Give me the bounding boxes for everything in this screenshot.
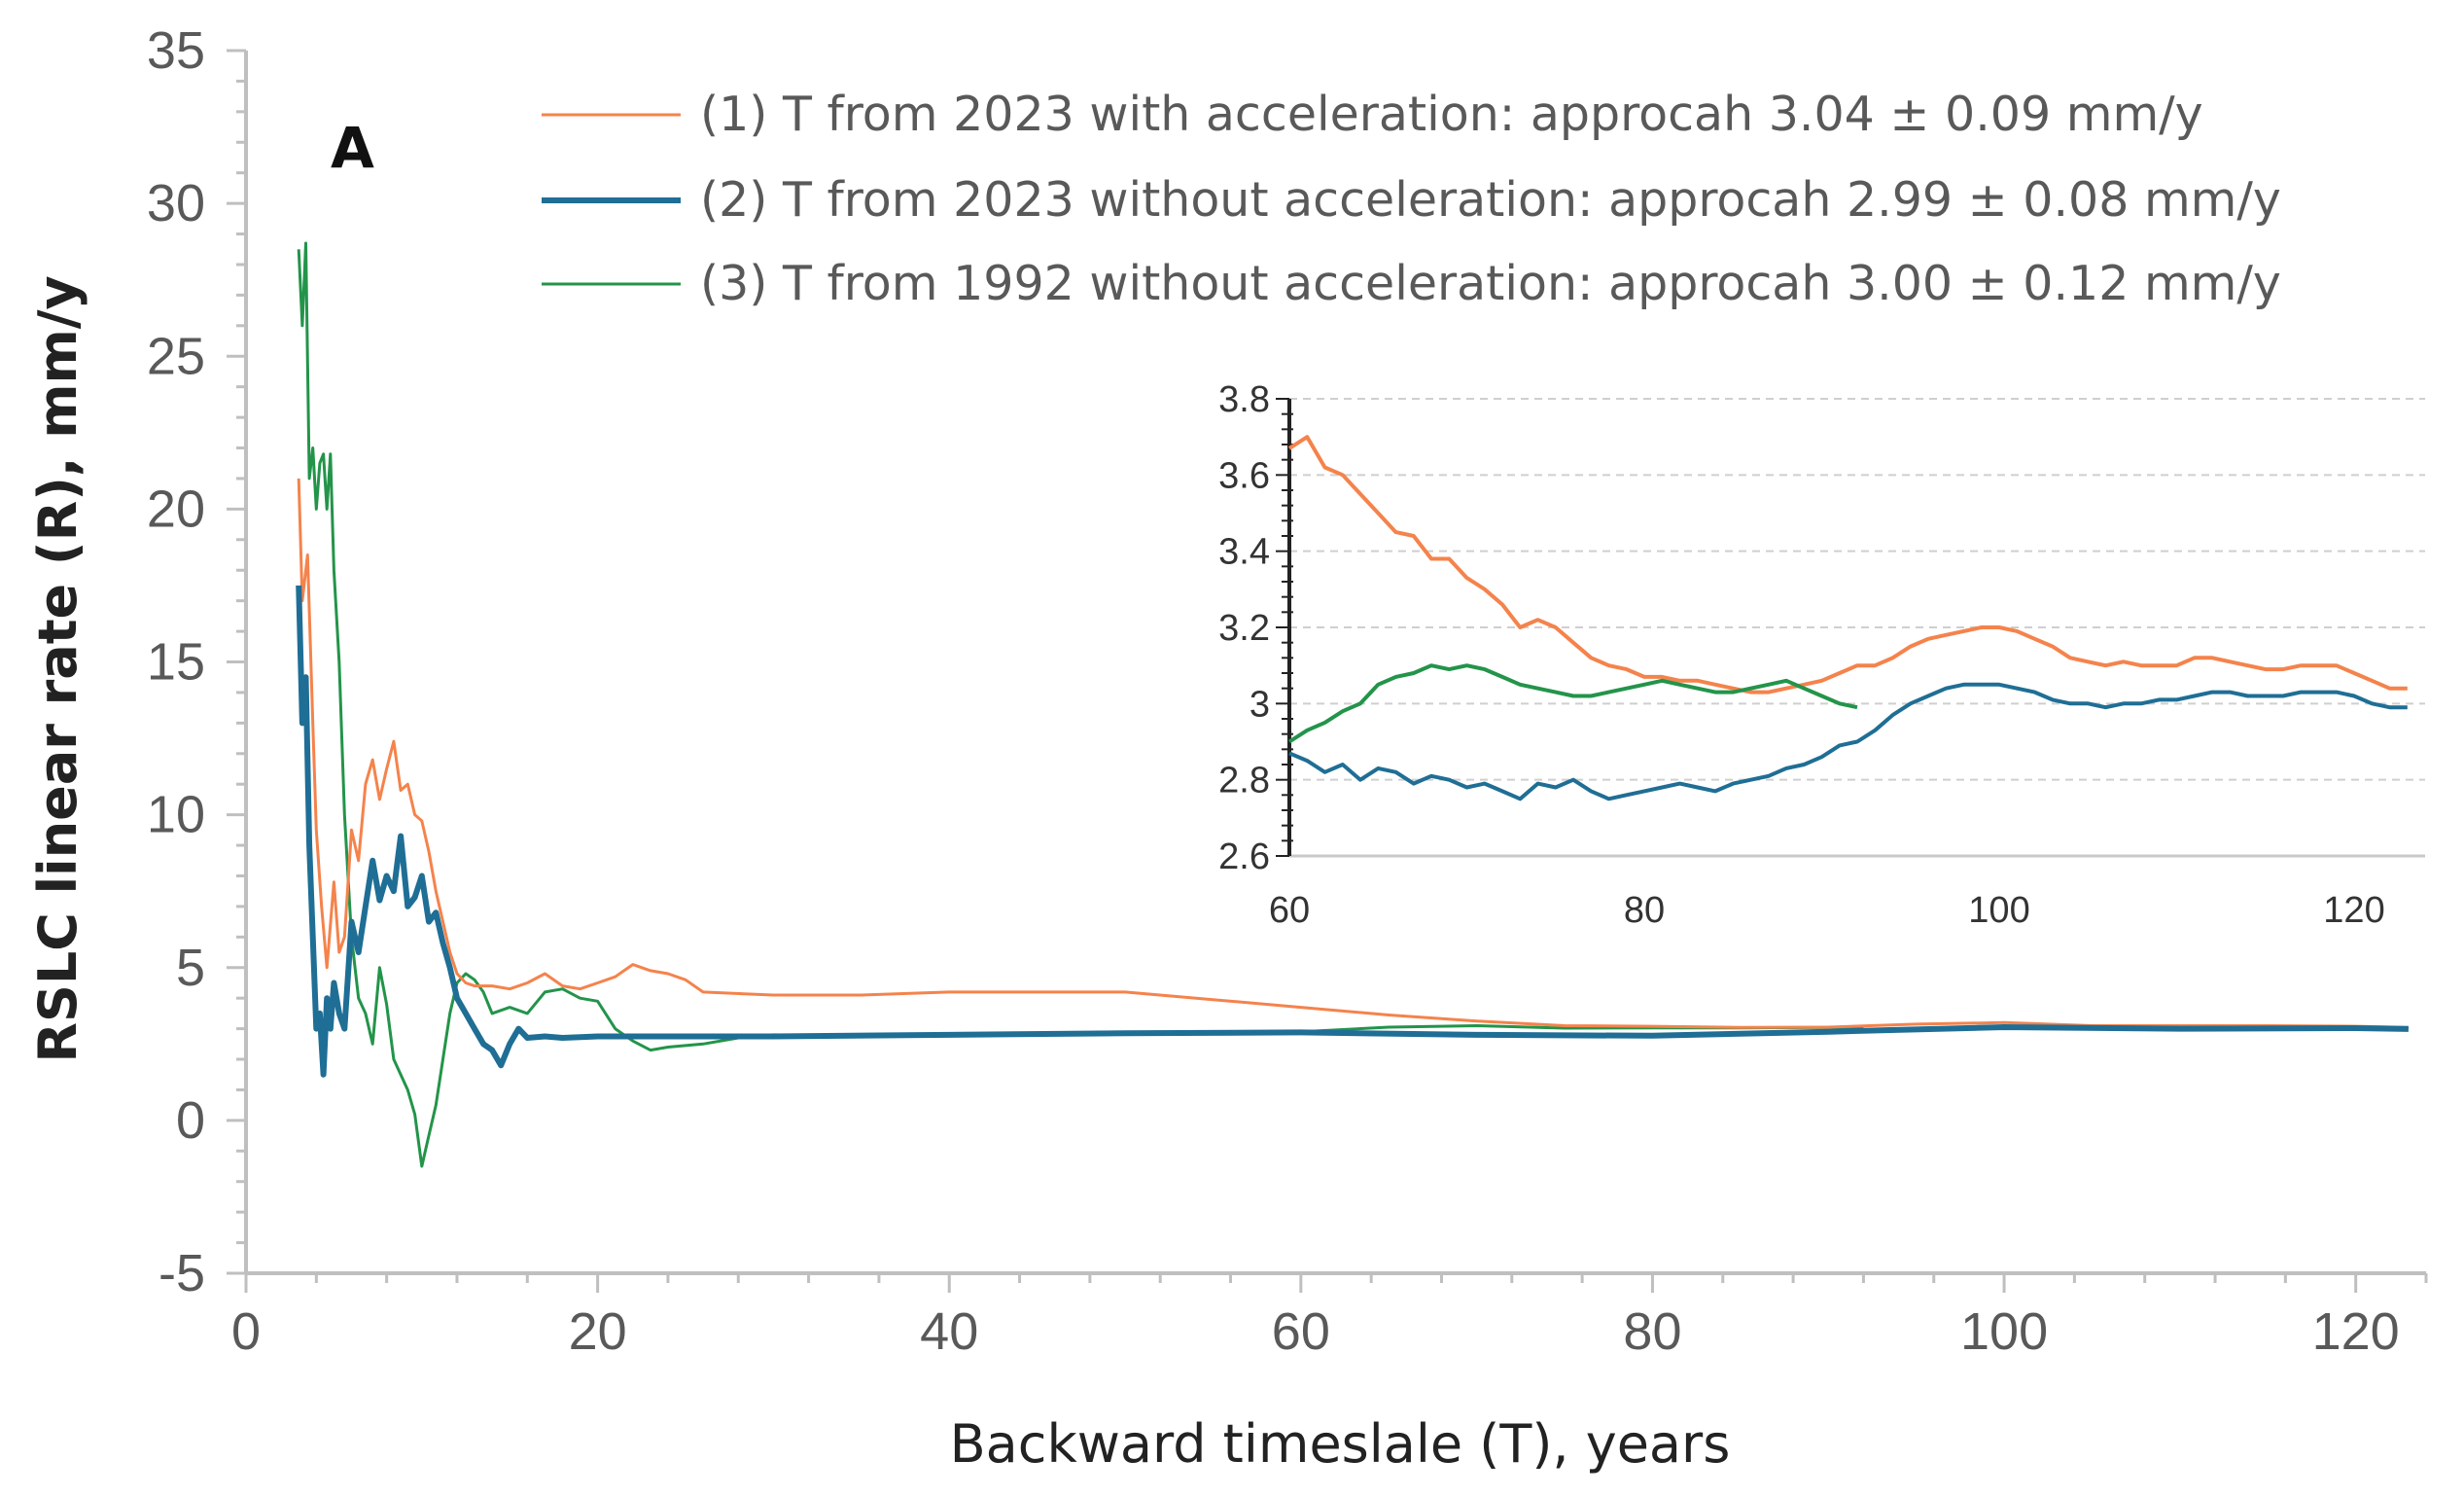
y-tick-label: -5 (158, 1244, 205, 1302)
inset-x-tick-label: 120 (2323, 890, 2384, 931)
legend-entry-1: (1) T from 2023 with acceleration: appro… (700, 87, 2203, 142)
x-tick-label: 20 (569, 1302, 627, 1361)
series-line-2 (296, 585, 2409, 1078)
x-tick-label: 0 (231, 1302, 261, 1361)
y-tick-label: 30 (147, 174, 205, 232)
y-tick-label: 20 (147, 480, 205, 538)
legend-entry-3: (3) T from 1992 without acceleration: ap… (700, 256, 2281, 311)
x-axis-title: Backward timeslale (T), years (950, 1413, 1731, 1475)
x-tick-label: 80 (1623, 1302, 1681, 1361)
y-tick-label: 0 (176, 1091, 205, 1150)
inset-y-tick-label: 3.8 (1218, 379, 1270, 420)
x-tick-label: 120 (2312, 1302, 2400, 1361)
inset-x-tick-label: 80 (1624, 890, 1665, 931)
legend: (1) T from 2023 with acceleration: appro… (542, 87, 2281, 311)
inset-y-tick-label: 3.6 (1218, 455, 1270, 496)
inset-y-tick-label: 2.8 (1218, 761, 1270, 801)
y-axis-title: RSLC linear rate (R), mm/y (27, 275, 88, 1062)
series-line-1 (297, 478, 2409, 1029)
inset-chart: 2.6 2.8 3 3.2 3.4 3.6 3.8 60 80 100 120 (1218, 379, 2425, 931)
x-tick-label: 100 (1960, 1302, 2048, 1361)
inset-y-tick-label: 3 (1250, 684, 1270, 725)
main-series (296, 241, 2409, 1168)
inset-y-tick-label: 3.4 (1218, 532, 1270, 573)
legend-entry-2: (2) T from 2023 without acceleration: ap… (700, 172, 2281, 228)
inset-series-line-2 (1288, 682, 2408, 801)
y-tick-label: 5 (176, 939, 205, 997)
inset-x-tick-label: 60 (1269, 890, 1310, 931)
series-line-3 (297, 241, 1864, 1168)
inset-y-tick-label: 2.6 (1218, 837, 1270, 877)
y-tick-label: 35 (147, 21, 205, 80)
inset-y-tick-label: 3.2 (1218, 608, 1270, 649)
y-tick-label: 10 (147, 786, 205, 844)
x-tick-label: 60 (1272, 1302, 1330, 1361)
inset-x-tick-label: 100 (1968, 890, 2029, 931)
inset-series-line-3 (1287, 663, 1858, 744)
inset-series-line-1 (1287, 435, 2408, 695)
main-axes: 0 20 40 60 80 100 120 -5 0 5 10 15 20 25 30 35 (147, 21, 2428, 1361)
y-tick-label: 25 (147, 327, 205, 385)
x-tick-label: 40 (920, 1302, 978, 1361)
panel-label: A (331, 115, 374, 181)
y-tick-label: 15 (147, 633, 205, 692)
